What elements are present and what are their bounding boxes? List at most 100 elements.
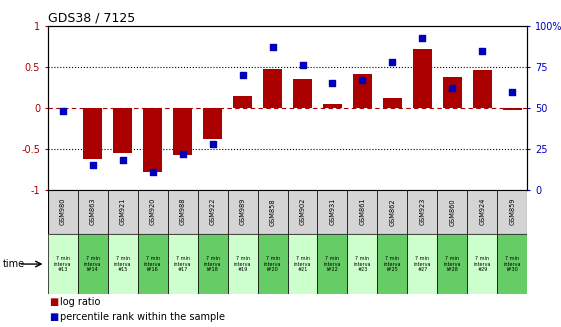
Text: GSM902: GSM902	[300, 198, 306, 226]
Point	[448, 86, 457, 91]
Point	[118, 158, 127, 163]
Text: GSM989: GSM989	[240, 198, 246, 225]
Point	[238, 73, 247, 78]
Point	[178, 151, 187, 156]
FancyBboxPatch shape	[168, 234, 197, 294]
FancyBboxPatch shape	[108, 190, 137, 234]
Text: percentile rank within the sample: percentile rank within the sample	[60, 312, 225, 322]
FancyBboxPatch shape	[438, 190, 467, 234]
Text: GSM924: GSM924	[479, 198, 485, 226]
Text: ■: ■	[49, 298, 58, 307]
Text: 7 min
interva
#17: 7 min interva #17	[174, 256, 191, 272]
Bar	[443, 77, 462, 108]
FancyBboxPatch shape	[498, 234, 527, 294]
FancyBboxPatch shape	[318, 234, 347, 294]
Text: time: time	[3, 259, 25, 269]
Text: 7 min
interva
l#28: 7 min interva l#28	[444, 256, 461, 272]
FancyBboxPatch shape	[197, 234, 228, 294]
FancyBboxPatch shape	[347, 234, 378, 294]
FancyBboxPatch shape	[378, 190, 407, 234]
FancyBboxPatch shape	[407, 234, 438, 294]
Text: GSM862: GSM862	[389, 198, 396, 226]
FancyBboxPatch shape	[467, 190, 498, 234]
Bar	[83, 108, 103, 159]
Text: 7 min
interva
l#20: 7 min interva l#20	[264, 256, 281, 272]
FancyBboxPatch shape	[287, 190, 318, 234]
Text: GSM988: GSM988	[180, 198, 186, 226]
Text: GSM922: GSM922	[210, 198, 215, 226]
FancyBboxPatch shape	[467, 234, 498, 294]
FancyBboxPatch shape	[77, 190, 108, 234]
Text: GSM920: GSM920	[150, 198, 155, 226]
Bar	[173, 108, 192, 155]
Point	[508, 89, 517, 94]
FancyBboxPatch shape	[287, 234, 318, 294]
Text: 7 min
interva
#21: 7 min interva #21	[294, 256, 311, 272]
Point	[328, 81, 337, 86]
Text: GSM931: GSM931	[329, 198, 335, 225]
Text: GSM861: GSM861	[360, 198, 365, 226]
FancyBboxPatch shape	[137, 234, 168, 294]
Point	[358, 77, 367, 83]
Text: 7 min
interva
#19: 7 min interva #19	[234, 256, 251, 272]
Text: GSM859: GSM859	[509, 198, 516, 226]
Text: log ratio: log ratio	[60, 298, 100, 307]
Text: 7 min
interva
l#25: 7 min interva l#25	[384, 256, 401, 272]
FancyBboxPatch shape	[228, 190, 257, 234]
Bar	[353, 74, 372, 108]
FancyBboxPatch shape	[257, 234, 287, 294]
Point	[478, 48, 487, 53]
Bar	[503, 108, 522, 110]
FancyBboxPatch shape	[197, 190, 228, 234]
FancyBboxPatch shape	[498, 190, 527, 234]
Bar	[203, 108, 222, 139]
FancyBboxPatch shape	[77, 234, 108, 294]
Point	[298, 63, 307, 68]
FancyBboxPatch shape	[228, 234, 257, 294]
FancyBboxPatch shape	[407, 190, 438, 234]
Text: 7 min
interva
#27: 7 min interva #27	[413, 256, 431, 272]
FancyBboxPatch shape	[168, 190, 197, 234]
Bar	[472, 70, 492, 108]
Point	[88, 163, 97, 168]
Text: 7 min
interva
l#18: 7 min interva l#18	[204, 256, 222, 272]
Text: GSM923: GSM923	[420, 198, 425, 225]
FancyBboxPatch shape	[48, 190, 77, 234]
Bar	[233, 96, 252, 108]
Text: GSM860: GSM860	[449, 198, 456, 226]
Text: 7 min
interva
#15: 7 min interva #15	[114, 256, 131, 272]
Text: ■: ■	[49, 312, 58, 322]
FancyBboxPatch shape	[438, 234, 467, 294]
Text: 7 min
interva
l#16: 7 min interva l#16	[144, 256, 162, 272]
Point	[148, 169, 157, 174]
Bar	[263, 69, 282, 108]
Point	[268, 45, 277, 50]
Text: 7 min
interva
#13: 7 min interva #13	[54, 256, 71, 272]
Text: 7 min
interva
#23: 7 min interva #23	[353, 256, 371, 272]
Bar	[413, 49, 432, 108]
Bar	[293, 79, 312, 108]
Point	[388, 60, 397, 65]
FancyBboxPatch shape	[108, 234, 137, 294]
FancyBboxPatch shape	[318, 190, 347, 234]
Text: 7 min
interva
l#14: 7 min interva l#14	[84, 256, 102, 272]
Text: GSM858: GSM858	[269, 198, 275, 226]
FancyBboxPatch shape	[347, 190, 378, 234]
Text: GSM863: GSM863	[90, 198, 96, 226]
Bar	[143, 108, 162, 172]
FancyBboxPatch shape	[257, 190, 287, 234]
Point	[418, 35, 427, 40]
Text: GDS38 / 7125: GDS38 / 7125	[48, 12, 135, 25]
Text: GSM921: GSM921	[119, 198, 126, 225]
Text: GSM980: GSM980	[59, 198, 66, 226]
Bar	[113, 108, 132, 153]
Point	[208, 141, 217, 146]
Text: 7 min
interva
l#22: 7 min interva l#22	[324, 256, 341, 272]
FancyBboxPatch shape	[378, 234, 407, 294]
Bar	[323, 104, 342, 108]
FancyBboxPatch shape	[48, 234, 77, 294]
Point	[58, 109, 67, 114]
Bar	[383, 98, 402, 108]
FancyBboxPatch shape	[137, 190, 168, 234]
Text: 7 min
interva
l#30: 7 min interva l#30	[504, 256, 521, 272]
